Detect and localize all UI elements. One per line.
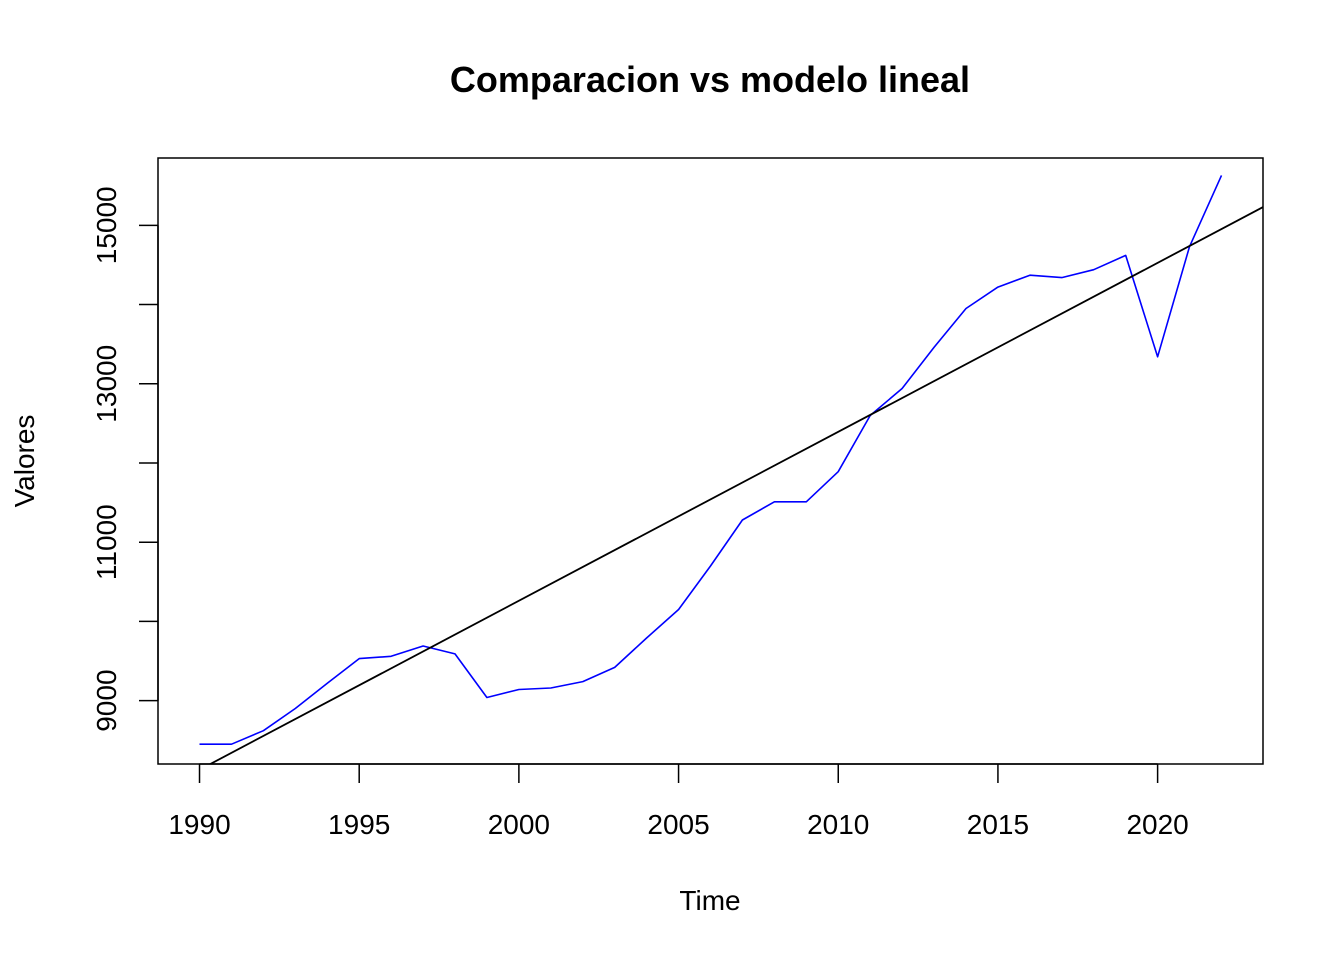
plot-area-border xyxy=(157,157,1264,765)
y-tick-label: 13000 xyxy=(91,345,122,423)
y-tick-label: 15000 xyxy=(91,186,122,264)
series-line-linear-model xyxy=(208,206,1263,764)
chart-title: Comparacion vs modelo lineal xyxy=(450,59,970,100)
y-axis: 9000 11000 13000 15000 xyxy=(91,186,159,732)
series-layer xyxy=(199,175,1263,764)
x-axis-label: Time xyxy=(679,885,740,916)
x-tick-label: 1990 xyxy=(168,809,230,840)
x-tick-label: 2010 xyxy=(807,809,869,840)
x-tick-label: 2020 xyxy=(1126,809,1188,840)
series-line-observed xyxy=(199,175,1223,746)
x-tick-label: 2000 xyxy=(488,809,550,840)
y-tick-label: 11000 xyxy=(91,504,122,580)
x-axis: 1990 1995 2000 2005 2010 2015 2020 xyxy=(168,763,1189,840)
x-tick-label: 2015 xyxy=(967,809,1029,840)
y-axis-label: Valores xyxy=(9,415,40,508)
x-tick-label: 1995 xyxy=(328,809,390,840)
x-tick-label: 2005 xyxy=(647,809,709,840)
y-tick-label: 9000 xyxy=(91,669,122,731)
